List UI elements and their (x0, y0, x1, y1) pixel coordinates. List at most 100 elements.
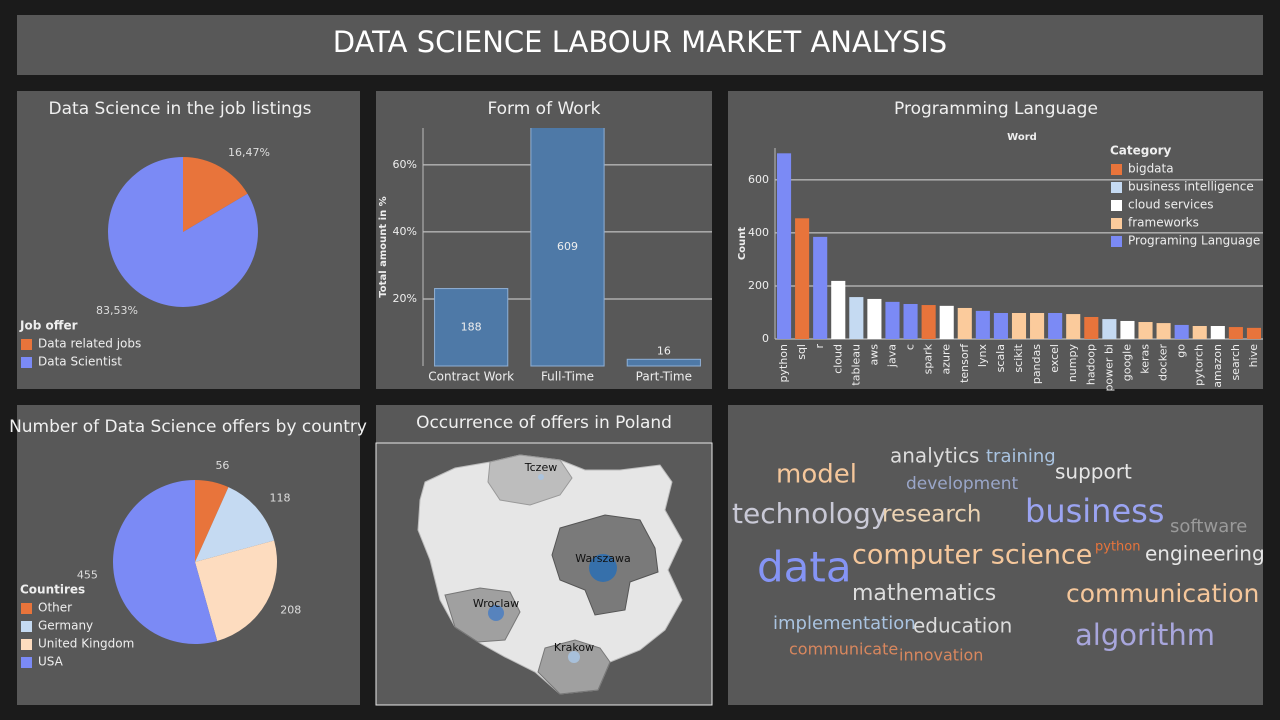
region (487, 454, 573, 506)
city-label: Tczew (524, 461, 557, 474)
city-label: Krakow (554, 641, 594, 654)
legend-swatch (21, 621, 32, 632)
legend-swatch (21, 357, 32, 368)
legend-swatch (1111, 182, 1122, 193)
bar (849, 297, 864, 339)
word: training (986, 446, 1056, 467)
bar (1174, 324, 1189, 339)
data-label: 455 (77, 568, 98, 581)
data-label: 188 (461, 320, 482, 333)
bars (776, 153, 1262, 339)
bar (776, 153, 792, 339)
x-tick-label: search (1229, 344, 1242, 381)
x-tick-label: Full-Time (541, 370, 594, 384)
x-tick-label: scala (994, 344, 1007, 372)
bar (626, 358, 701, 367)
chart-title: Number of Data Science offers by country (9, 417, 367, 437)
pie-slice (195, 487, 275, 562)
word: communicate (789, 640, 898, 659)
x-tick-label: spark (922, 343, 935, 374)
bar (1048, 313, 1063, 339)
chart-title: Form of Work (487, 99, 600, 119)
data-label: 83,53% (96, 304, 138, 317)
bar (1156, 323, 1171, 339)
word: business (1025, 492, 1164, 530)
legend-label: Other (38, 601, 72, 615)
y-axis-label: Count (737, 227, 748, 260)
legend-swatch (21, 657, 32, 668)
y-tick-label: 0 (762, 332, 769, 345)
bar (434, 288, 509, 367)
data-label: 208 (280, 603, 301, 616)
bar (1120, 320, 1135, 339)
legend-label: Data related jobs (38, 337, 141, 351)
bar (993, 313, 1008, 339)
bar (795, 218, 810, 339)
bar (903, 303, 918, 339)
city-label: Warszawa (575, 552, 630, 565)
x-tick-label: sql (795, 344, 808, 360)
data-label: 118 (269, 491, 290, 504)
x-tick-label: go (1175, 344, 1188, 358)
bar (1246, 327, 1262, 339)
bar (1210, 326, 1225, 339)
legend-title: Job offer (19, 319, 78, 333)
legend-label: business intelligence (1128, 180, 1254, 194)
map-title: Occurrence of offers in Poland (416, 413, 672, 433)
y-tick-label: 60% (393, 158, 417, 171)
legend-label: cloud services (1128, 198, 1214, 212)
region (537, 639, 611, 695)
data-label: 609 (557, 240, 578, 253)
bar (957, 307, 972, 339)
legend-swatch (1111, 200, 1122, 211)
legend-title: Countires (20, 583, 85, 597)
x-axis-label: Word (1007, 132, 1037, 143)
chart-title: Programming Language (894, 99, 1098, 119)
data-label: 56 (215, 459, 229, 472)
word: development (906, 474, 1018, 494)
x-tick-label: azure (940, 344, 953, 375)
x-tick-label: pandas (1030, 344, 1043, 384)
word: technology (732, 497, 887, 530)
x-tick-label: r (813, 344, 826, 349)
x-tick-label: tensorf (958, 343, 971, 383)
legend-swatch (21, 603, 32, 614)
y-tick-label: 600 (748, 173, 769, 186)
x-tick-label: tableau (849, 344, 862, 386)
y-tick-label: 40% (393, 225, 417, 238)
bar (867, 298, 882, 339)
x-tick-label: numpy (1066, 344, 1079, 383)
region (444, 587, 521, 643)
x-tick-label: python (777, 344, 790, 383)
word: support (1055, 460, 1132, 484)
city-bubble (589, 554, 617, 582)
word: implementation (773, 613, 916, 634)
city-bubble (488, 605, 504, 621)
x-tick-label: lynx (976, 344, 989, 368)
word: engineering (1145, 542, 1265, 566)
word: innovation (899, 646, 983, 665)
x-tick-label: c (904, 344, 917, 350)
pie-slice (183, 157, 248, 232)
x-tick-label: amazon (1211, 344, 1224, 388)
x-tick-label: scikit (1012, 343, 1025, 372)
city-bubble (568, 651, 580, 663)
legend-label: frameworks (1128, 216, 1199, 230)
x-tick-label: aws (867, 344, 880, 366)
bar (1030, 313, 1045, 339)
legend-title: Category (1110, 144, 1172, 158)
word: mathematics (852, 581, 996, 606)
word: software (1170, 516, 1247, 537)
bar (1228, 327, 1243, 339)
x-tick-label: excel (1048, 344, 1061, 373)
city-bubble (538, 474, 544, 480)
bar (1066, 314, 1081, 339)
data-label: 16,47% (228, 146, 270, 159)
x-tick-label: pytorch (1193, 344, 1206, 386)
bar (939, 305, 954, 339)
x-tick-label: google (1120, 344, 1133, 381)
legend-swatch (21, 339, 32, 350)
bar (921, 305, 936, 339)
